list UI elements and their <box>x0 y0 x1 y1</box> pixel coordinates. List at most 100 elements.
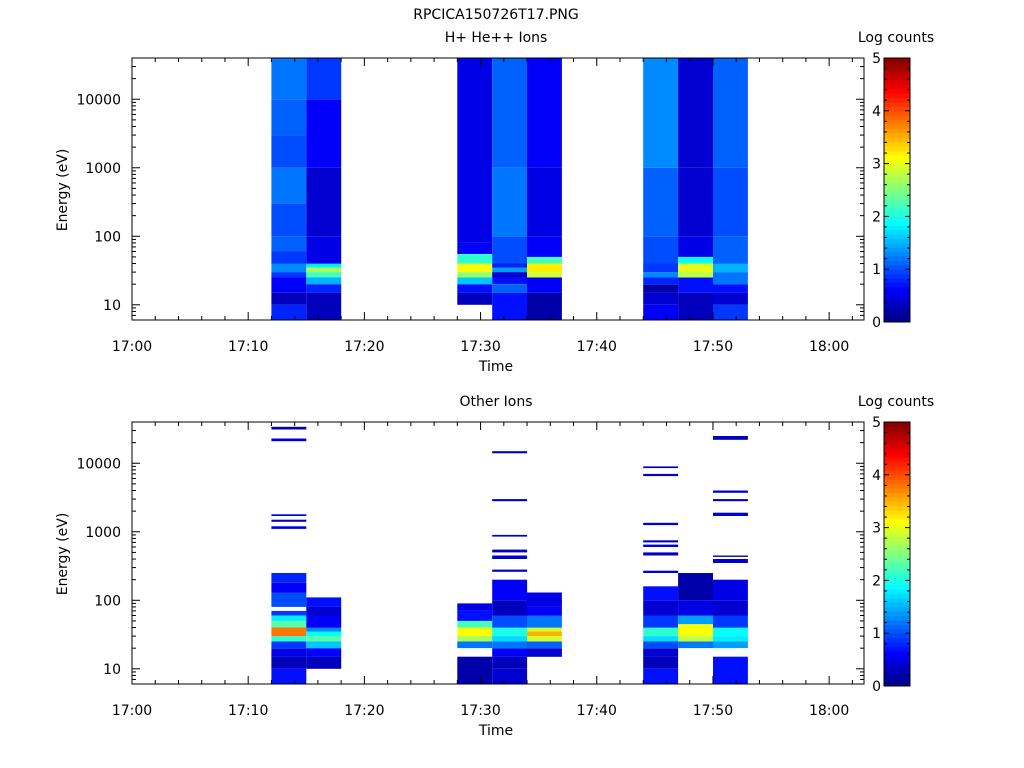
heatmap-cell <box>306 636 342 642</box>
heatmap-cell <box>271 236 307 252</box>
colorbar-swatch <box>884 260 910 266</box>
heatmap-cell <box>457 263 493 273</box>
colorbar-swatch <box>884 137 910 143</box>
colorbar-swatch <box>884 523 910 529</box>
heatmap-cell <box>457 284 493 293</box>
colorbar-swatch <box>884 488 910 493</box>
colorbar-swatch <box>884 532 910 537</box>
colorbar-swatch <box>884 282 910 288</box>
colorbar-swatch <box>884 62 910 68</box>
colorbar-swatch <box>884 102 910 107</box>
colorbar-swatch <box>884 562 910 568</box>
x-tick-label: 17:20 <box>344 703 384 719</box>
heatmap-cell <box>306 167 342 237</box>
colorbar-swatch <box>884 242 910 248</box>
heatmap-cell <box>271 582 307 593</box>
heatmap-cell <box>457 641 493 649</box>
colorbar-swatch <box>884 439 910 445</box>
colorbar-tick-label: 5 <box>872 51 881 67</box>
colorbar-swatch <box>884 501 910 507</box>
heatmap-cell <box>713 272 748 285</box>
panel-title: Other Ions <box>459 394 532 410</box>
axes: 17:00 17:10 17:20 17:30 17:40 17:50 18:00 10 100… <box>76 421 865 719</box>
colorbar: 0 1 2 3 4 5 <box>872 51 911 331</box>
colorbar-swatch <box>884 576 910 581</box>
colorbar-swatch <box>884 304 910 310</box>
heatmap-cell <box>306 627 342 632</box>
colorbar-swatch <box>884 558 910 564</box>
heatmap-cell <box>678 272 713 278</box>
heatmap-cell <box>271 99 307 136</box>
heatmap-cell <box>643 522 679 526</box>
colorbar-tick-label: 2 <box>872 573 881 589</box>
axes: 17:00 17:10 17:20 17:30 17:40 17:50 18:00 10 100… <box>76 57 865 355</box>
heatmap-cell <box>527 631 562 637</box>
heatmap-cell <box>643 586 679 601</box>
heatmap-cell <box>271 656 307 669</box>
heatmap-cell <box>271 627 307 637</box>
x-tick-label: 17:20 <box>344 339 384 355</box>
heatmap-cell <box>713 636 748 642</box>
colorbar-swatch <box>884 536 910 542</box>
heatmap-cell <box>306 641 342 649</box>
heatmap-cell <box>527 627 562 632</box>
heatmap-cell <box>271 135 307 168</box>
plot-frame <box>131 57 865 321</box>
colorbar-tick-label: 0 <box>872 315 881 331</box>
colorbar-swatch <box>884 646 910 652</box>
heatmap-cell <box>527 58 562 168</box>
heatmap-cell <box>678 573 713 601</box>
heatmap-cell <box>713 167 748 237</box>
heatmap-cell <box>492 656 528 669</box>
colorbar-swatch <box>884 185 910 191</box>
heatmap-cell <box>643 284 679 293</box>
heatmap-cell <box>306 648 342 657</box>
heatmap-cell <box>678 600 713 616</box>
colorbar-swatch <box>884 444 910 449</box>
colorbar-swatch <box>884 128 910 134</box>
colorbar-swatch <box>884 650 910 656</box>
colorbar-swatch <box>884 141 910 147</box>
heatmap-cell <box>713 292 748 305</box>
heatmap-cell <box>678 58 713 168</box>
heatmap-cell <box>306 606 342 616</box>
y-tick-label: 1000 <box>85 525 121 541</box>
heatmap-cell <box>713 304 748 320</box>
colorbar-swatch <box>884 194 910 200</box>
heatmap-cell <box>678 624 713 637</box>
colorbar-swatch <box>884 483 910 489</box>
heatmap-cell <box>306 272 342 278</box>
heatmap-cell <box>643 277 679 285</box>
heatmap-cell <box>457 272 493 278</box>
heatmap-cell <box>643 636 679 642</box>
heatmap-cell <box>643 292 679 305</box>
y-tick-label: 10000 <box>76 92 121 108</box>
colorbar-swatch <box>884 677 910 683</box>
colorbar-swatch <box>884 545 910 551</box>
heatmap-cell <box>527 606 562 616</box>
heatmap-cell <box>713 263 748 273</box>
colorbar-swatch <box>884 628 910 634</box>
colorbar-swatch <box>884 554 910 559</box>
colorbar-swatch <box>884 527 910 533</box>
heatmap-cell <box>492 627 528 637</box>
colorbar-swatch <box>884 110 910 116</box>
heatmap-cell <box>492 236 528 264</box>
heatmap-cell <box>492 451 528 454</box>
colorbar-swatch <box>884 207 910 213</box>
heatmap-cell <box>492 272 528 278</box>
colorbar-swatch <box>884 212 910 217</box>
heatmap-cell <box>492 58 528 168</box>
heatmap-cell <box>713 555 748 557</box>
heatmap-cell <box>492 615 528 628</box>
heatmap-cell <box>492 569 528 572</box>
heatmap-cell <box>643 540 679 543</box>
colorbar-tick-label: 4 <box>872 468 881 484</box>
heatmap-cell <box>643 648 679 657</box>
x-tick-label: 18:00 <box>809 703 849 719</box>
colorbar-swatch <box>884 132 910 138</box>
heatmap-cell <box>492 267 528 273</box>
heatmap-cell <box>643 466 679 469</box>
colorbar-swatch <box>884 295 910 301</box>
